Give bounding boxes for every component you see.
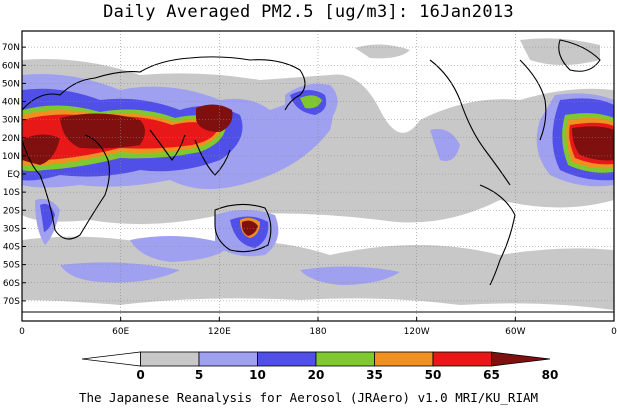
latitude-label: 40N: [2, 98, 20, 108]
map-title: Daily Averaged PM2.5 [ug/m3]: 16Jan2013: [103, 2, 514, 22]
pm25-shading: [22, 38, 614, 310]
colorbar-label: 20: [308, 368, 325, 382]
colorbar-segment: [315, 351, 375, 367]
longitude-label: 60W: [505, 327, 525, 337]
colorbar-label: 35: [366, 368, 383, 382]
longitude-label: 180: [309, 327, 326, 337]
latitude-label: 60S: [3, 279, 20, 289]
latitude-label: 70N: [2, 43, 20, 53]
colorbar-label: 10: [249, 368, 266, 382]
latitude-label: EQ: [7, 170, 20, 180]
colorbar-segment: [198, 351, 258, 367]
latitude-label: 20S: [3, 206, 20, 216]
colorbar-segment: [374, 351, 434, 367]
colorbar-segment: [432, 351, 492, 367]
colorbar-segment: [257, 351, 317, 367]
colorbar-segment: [140, 351, 200, 367]
latitude-label: 10N: [2, 152, 20, 162]
longitude-label: 120W: [404, 327, 430, 337]
latitude-label: 20N: [2, 134, 20, 144]
longitude-label: 0: [19, 327, 25, 337]
longitude-label: 0: [611, 327, 617, 337]
colorbar-low-triangle: [81, 351, 141, 367]
longitude-labels: 0 60E 120E 180 120W 60W 0: [19, 317, 617, 337]
coastlines: [22, 39, 614, 313]
longitude-label: 120E: [208, 327, 231, 337]
colorbar-label: 5: [195, 368, 203, 382]
latitude-label: 30N: [2, 116, 20, 126]
latitude-labels: 70N 60N 50N 40N 30N 20N 10N EQ 10S 20S 30S 40S 50S 60…: [2, 43, 26, 307]
latitude-label: 50S: [3, 261, 20, 271]
latitude-label: 30S: [3, 224, 20, 234]
footer-credit: The Japanese Reanalysis for Aerosol (JRA…: [78, 390, 539, 405]
latitude-label: 10S: [3, 188, 20, 198]
colorbar: 0 5 10 20 35 50 65 80: [81, 351, 559, 382]
colorbar-label: 80: [542, 368, 559, 382]
pm25-level-80-areas: [22, 104, 614, 236]
graticule: [22, 31, 614, 321]
latitude-label: 50N: [2, 79, 20, 89]
latitude-label: 70S: [3, 297, 20, 307]
latitude-label: 40S: [3, 243, 20, 253]
colorbar-label: 0: [136, 368, 144, 382]
latitude-label: 60N: [2, 61, 20, 71]
longitude-label: 60E: [112, 327, 129, 337]
colorbar-label: 50: [425, 368, 442, 382]
colorbar-label: 65: [483, 368, 500, 382]
colorbar-high-triangle: [491, 351, 551, 367]
